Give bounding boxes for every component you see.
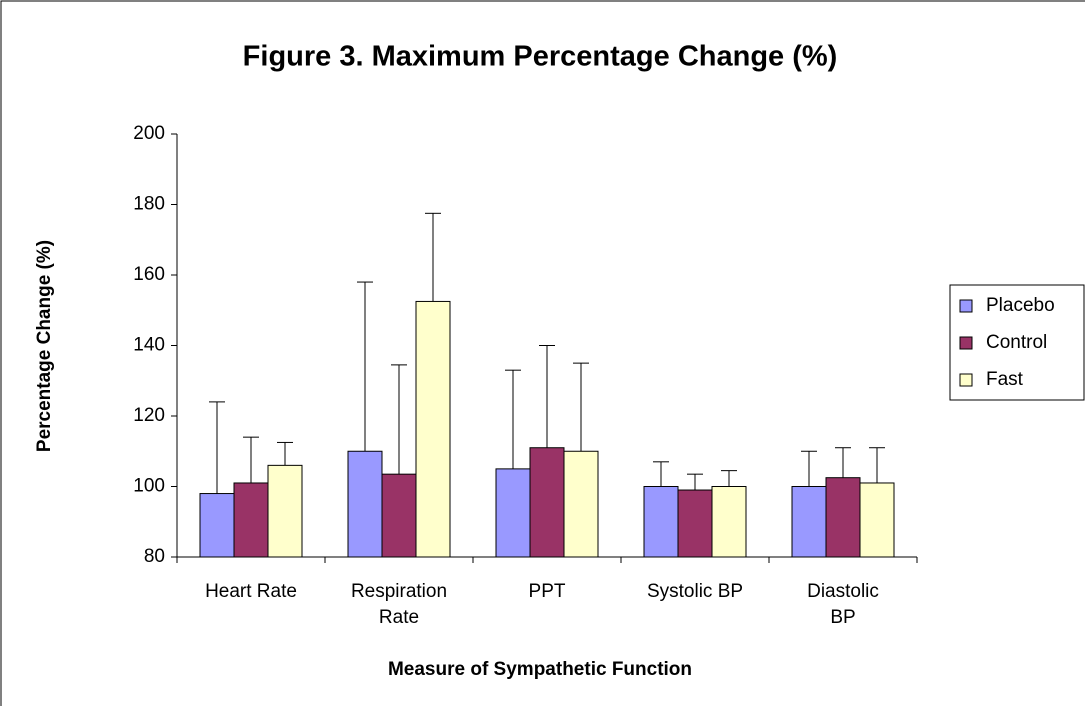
- bar: [563, 450, 599, 558]
- y-tick-label: 140: [133, 335, 165, 356]
- bar: [415, 300, 451, 558]
- bar: [677, 489, 713, 558]
- bar: [711, 486, 747, 558]
- legend-swatch: [959, 336, 973, 350]
- legend-swatch: [959, 299, 973, 313]
- bar: [859, 482, 895, 558]
- bar: [233, 482, 269, 558]
- legend-swatch: [959, 373, 973, 387]
- legend-label: Placebo: [986, 295, 1055, 316]
- x-tick-label: Systolic BP: [646, 581, 744, 602]
- bar: [381, 473, 417, 558]
- y-tick-label: 180: [133, 194, 165, 215]
- x-axis-label: Measure of Sympathetic Function: [388, 659, 692, 680]
- x-tick-label: PPT: [528, 581, 566, 602]
- bar: [825, 477, 861, 558]
- y-axis-label: Percentage Change (%): [34, 240, 55, 452]
- y-tick-label: 200: [133, 123, 165, 144]
- bar: [199, 493, 235, 558]
- chart-title: Figure 3. Maximum Percentage Change (%): [243, 41, 838, 73]
- x-tick-label: Heart Rate: [205, 581, 297, 602]
- y-tick-label: 100: [133, 476, 165, 497]
- bar: [791, 486, 827, 558]
- y-tick-label: 80: [144, 546, 165, 567]
- bar: [495, 468, 531, 558]
- x-tick-label: Diastolic BP: [807, 581, 879, 628]
- legend-label: Fast: [986, 369, 1024, 390]
- bar: [643, 486, 679, 558]
- y-tick-label: 160: [133, 264, 165, 285]
- bar: [347, 450, 383, 558]
- bar: [529, 447, 565, 558]
- legend-label: Control: [986, 332, 1047, 353]
- y-tick-label: 120: [133, 405, 165, 426]
- bar: [267, 464, 303, 558]
- x-tick-label: Respiration Rate: [350, 581, 448, 628]
